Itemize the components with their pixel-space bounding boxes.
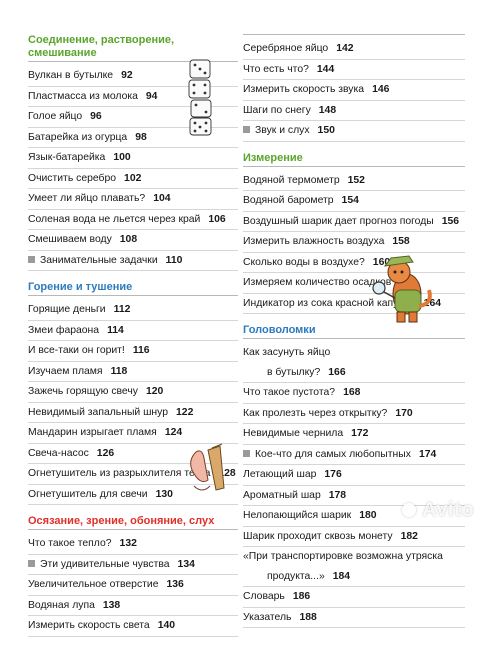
toc-entry-cont[interactable]: продукта...» 184 — [243, 567, 465, 587]
toc-entry[interactable]: Водяной барометр 154 — [243, 191, 465, 212]
toc-entry[interactable]: Сколько воды в воздухе? 160 — [243, 253, 465, 273]
detective-cat-illustration — [372, 255, 432, 323]
toc-entry[interactable]: Мандарин изрыгает пламя 124 — [28, 423, 238, 444]
toc-entry[interactable]: Смешиваем воду 108 — [28, 230, 238, 251]
divider — [243, 34, 465, 35]
square-bullet-icon — [28, 559, 35, 567]
toc-entry[interactable]: Шарик проходит сквозь монету 182 — [243, 527, 465, 547]
divider — [243, 338, 465, 339]
toc-entry[interactable]: Ароматный шар 178 — [243, 486, 465, 506]
dice-stack-illustration — [188, 59, 212, 136]
section-title: Головоломки — [243, 324, 316, 336]
divider — [243, 165, 465, 167]
divider — [28, 529, 238, 530]
section-title: Осязание, зрение, обоняние, слух — [28, 515, 215, 527]
toc-entry[interactable]: Серебряное яйцо 142 — [243, 39, 465, 60]
toc-entry[interactable]: Невидимый запальный шнур 122 — [28, 403, 238, 423]
section-senses: Осязание, зрение, обоняние, слух Что так… — [28, 515, 238, 637]
toc-entry-special[interactable]: Звук и слух 150 — [243, 121, 465, 142]
toc-entry[interactable]: Нелопающийся шарик 180 — [243, 506, 465, 527]
toc-entry[interactable]: Горящие деньги 112 — [28, 300, 238, 321]
section-senses-cont: Серебряное яйцо 142 Что есть что? 144 Изме… — [243, 34, 465, 142]
section-title: Измерение — [243, 151, 303, 164]
square-bullet-icon — [28, 255, 35, 263]
toc-entry[interactable]: Водяная лупа 138 — [28, 596, 238, 616]
right-column: Серебряное яйцо 142 Что есть что? 144 Изме… — [243, 34, 465, 638]
toc-entry[interactable]: Огнетушитель для свечи 130 — [28, 485, 238, 505]
avito-logo-icon — [402, 503, 417, 517]
divider — [28, 295, 238, 296]
toc-entry[interactable]: Увеличительное отверстие 136 — [28, 575, 238, 596]
toc-entry[interactable]: Пластмасса из молока 94 — [28, 87, 238, 107]
section-puzzles: Головоломки Как засунуть яйцо в бутылку?… — [243, 324, 465, 628]
toc-entry-special[interactable]: Кое-что для самых любопытных 174 — [243, 445, 465, 465]
toc-entry[interactable]: Что есть что? 144 — [243, 60, 465, 80]
toc-entry[interactable]: Шаги по снегу 148 — [243, 101, 465, 121]
toc-entry[interactable]: Как засунуть яйцо — [243, 347, 331, 358]
toc-entry[interactable]: Словарь 186 — [243, 587, 465, 608]
toc-entry[interactable]: Невидимые чернила 172 — [243, 424, 465, 445]
toc-entry[interactable]: Летающий шар 176 — [243, 465, 465, 486]
toc-entry[interactable]: Изучаем пламя 118 — [28, 362, 238, 382]
toc-entry[interactable]: Вулкан в бутылке 92 — [28, 66, 238, 87]
toc-entry[interactable]: Свеча-насос 126 — [28, 444, 238, 464]
toc-entry[interactable]: Индикатор из сока красной капусты 164 — [243, 294, 465, 314]
toc-entry-special[interactable]: Занимательные задачки 110 — [28, 251, 238, 271]
toc-entry[interactable]: Язык-батарейка 100 — [28, 148, 238, 169]
toc-entry[interactable]: Очистить серебро 102 — [28, 169, 238, 189]
toc-entry[interactable]: И все-таки он горит! 116 — [28, 341, 238, 362]
toc-entry[interactable]: Соленая вода не льется через край 106 — [28, 210, 238, 230]
toc-entry[interactable]: Умеет ли яйцо плавать? 104 — [28, 189, 238, 210]
avito-watermark: Avito — [402, 499, 474, 522]
toc-entry[interactable]: Измерить влажность воздуха 158 — [243, 232, 465, 253]
section-burning: Горение и тушение Горящие деньги 112 Змеи… — [28, 281, 238, 505]
toc-entry[interactable]: Змеи фараона 114 — [28, 321, 238, 341]
toc-entry[interactable]: Что такое пустота? 168 — [243, 383, 465, 404]
toc-entry[interactable]: Голое яйцо 96 — [28, 107, 238, 128]
toc-entry[interactable]: Воздушный шарик дает прогноз погоды 156 — [243, 212, 465, 232]
divider — [28, 61, 238, 62]
toc-entry-special[interactable]: Эти удивительные чувства 134 — [28, 555, 238, 575]
toc-entry-cont[interactable]: в бутылку? 166 — [243, 363, 465, 383]
toc-entry[interactable]: Батарейка из огурца 98 — [28, 128, 238, 148]
square-bullet-icon — [243, 126, 250, 133]
square-bullet-icon — [243, 449, 250, 457]
section-title: Горение и тушение — [28, 281, 133, 293]
left-column: Соединение, растворение, смешивание Вулк… — [28, 34, 238, 647]
nose-clip-illustration — [190, 443, 225, 491]
toc-entry[interactable]: Указатель 188 — [243, 608, 465, 628]
toc-entry[interactable]: Водяной термометр 152 — [243, 171, 465, 191]
toc-entry[interactable]: Что такое тепло? 132 — [28, 534, 238, 555]
toc-entry[interactable]: «При транспортировке возможна утряска — [243, 551, 443, 562]
toc-entry[interactable]: Огнетушитель из разрыхлителя теста 128 — [28, 464, 238, 485]
toc-entry[interactable]: Измерить скорость света 140 — [28, 616, 238, 637]
section-title: Соединение, растворение, смешивание — [28, 34, 175, 59]
section-mixing: Соединение, растворение, смешивание Вулк… — [28, 34, 238, 271]
toc-entry[interactable]: Как пролезть через открытку? 170 — [243, 404, 465, 424]
toc-entry[interactable]: Измерить скорость звука 146 — [243, 80, 465, 101]
toc-entry[interactable]: Зажечь горящую свечу 120 — [28, 382, 238, 403]
